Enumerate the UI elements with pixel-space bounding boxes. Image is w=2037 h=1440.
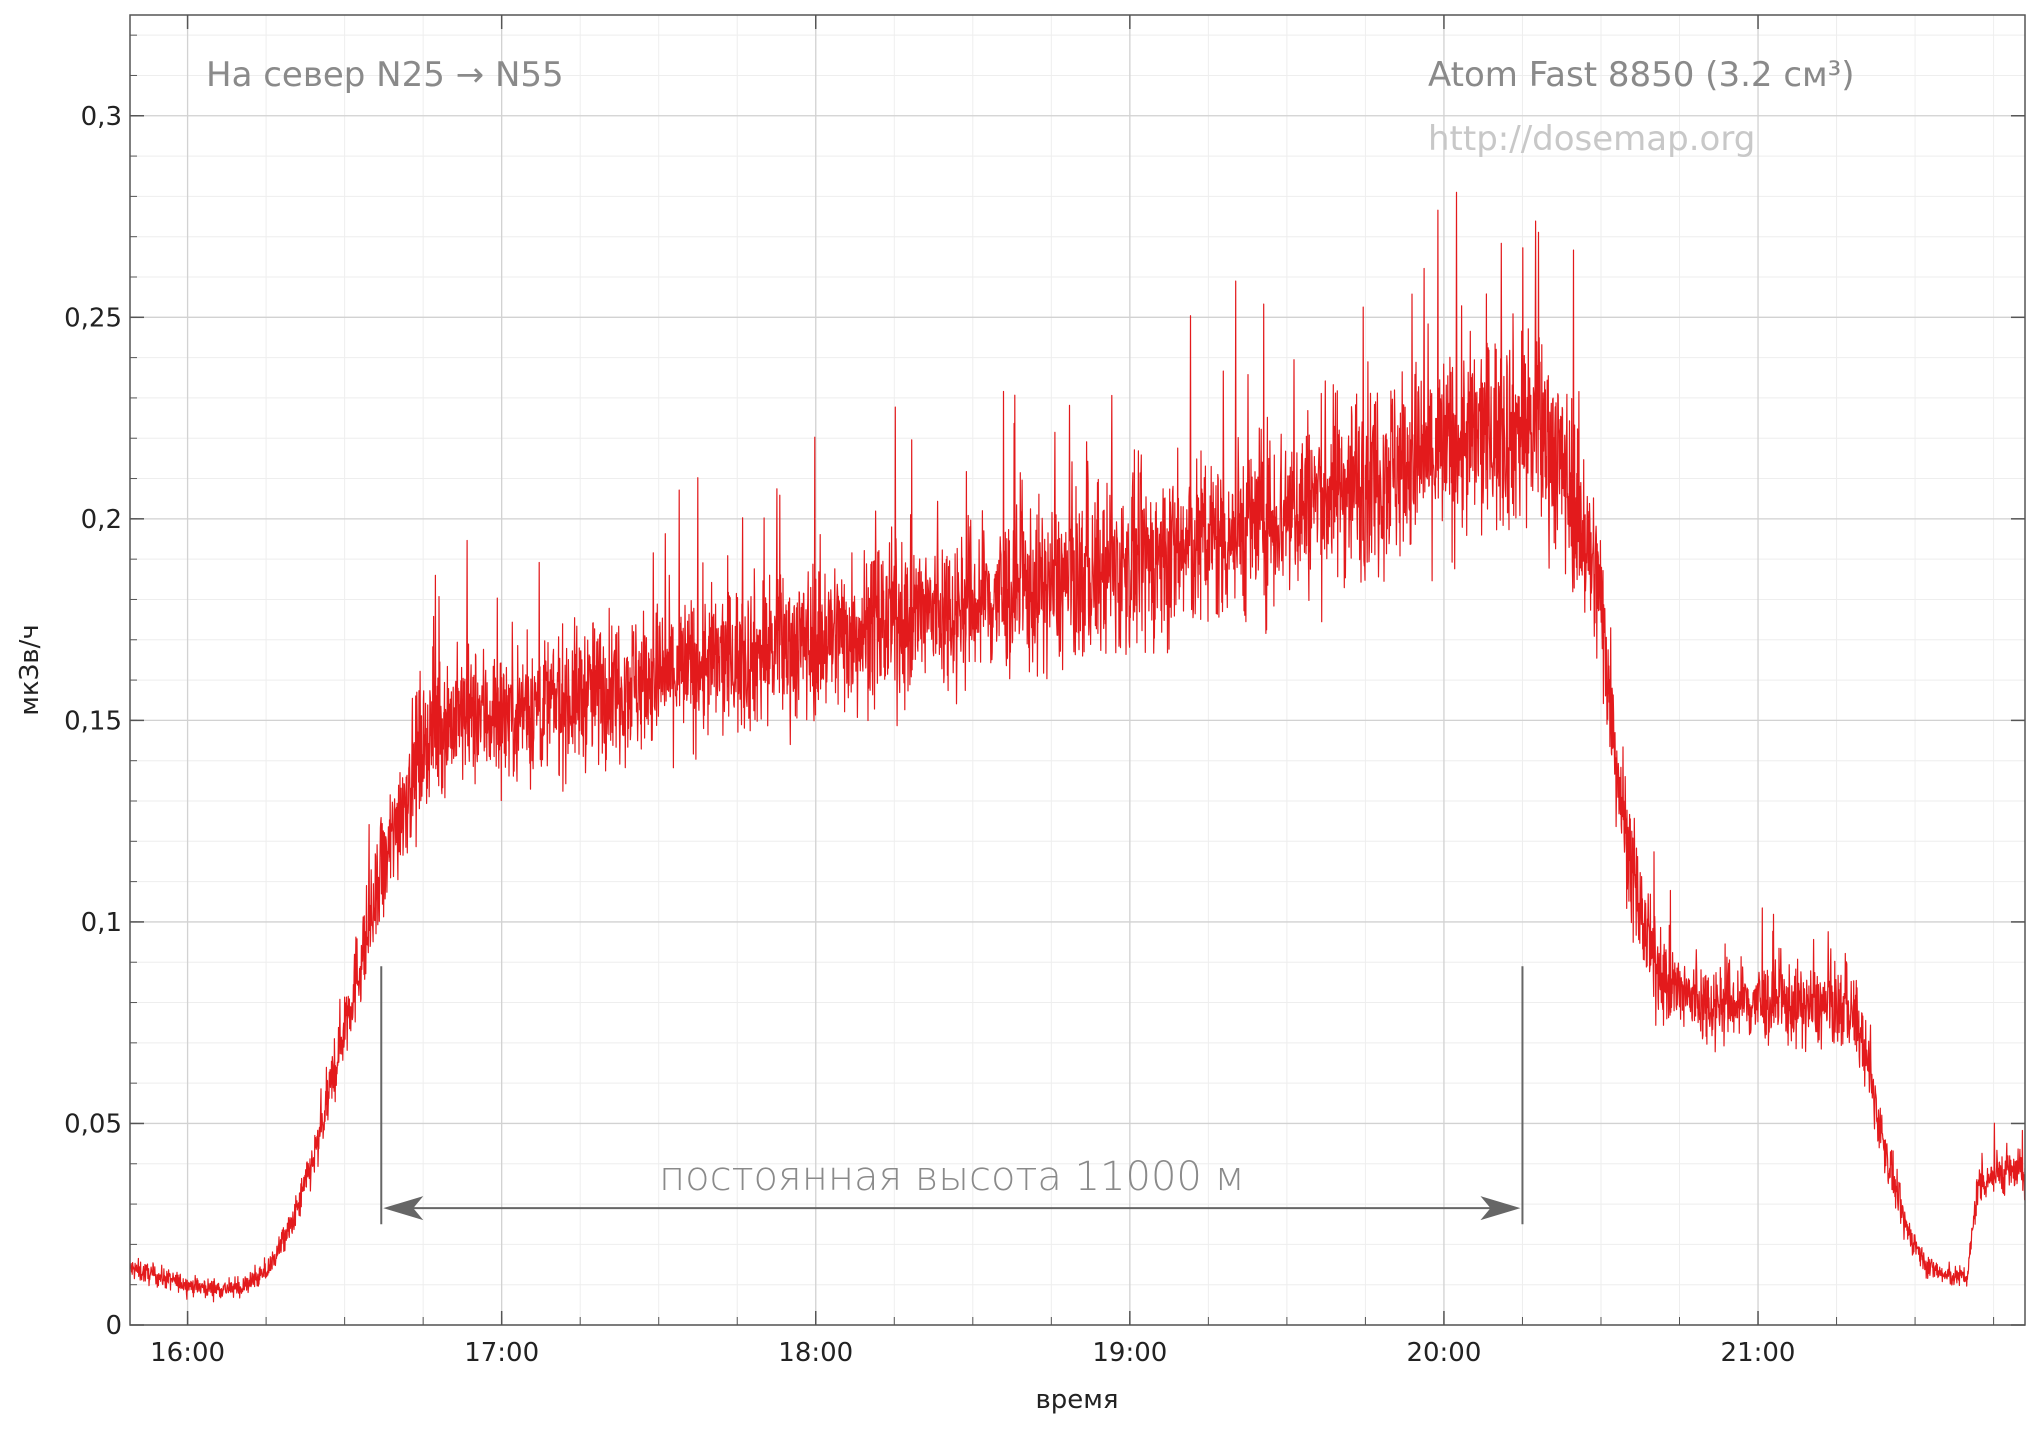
grid-lines — [130, 15, 2025, 1326]
y-tick-label: 0,3 — [81, 102, 122, 132]
y-tick-label: 0 — [105, 1311, 122, 1341]
x-tick-label: 18:00 — [778, 1338, 853, 1368]
y-tick-label: 0,25 — [64, 303, 122, 333]
plot-frame — [129, 14, 2026, 1326]
x-axis-label: время — [1035, 1385, 1118, 1415]
dose-rate-series-line — [130, 191, 2025, 1303]
y-tick-label: 0,05 — [64, 1109, 122, 1139]
annotation-label: постоянная высота 11000 м — [659, 1154, 1245, 1200]
x-tick-labels: 16:00 17:00 18:00 19:00 20:00 21:00 — [150, 1338, 1795, 1368]
y-tick-labels: 0 0,05 0,1 0,15 0,2 0,25 0,3 — [64, 102, 122, 1341]
annotation-arrow-right-head — [1480, 1196, 1521, 1221]
y-tick-label: 0,15 — [64, 706, 122, 736]
annotation-arrow-left-head — [383, 1196, 424, 1221]
altitude-annotation: постоянная высота 11000 м — [380, 966, 1524, 1225]
x-tick-label: 20:00 — [1406, 1338, 1481, 1368]
axis-ticks — [130, 15, 2025, 1326]
x-tick-label: 16:00 — [150, 1338, 225, 1368]
watermark-url: http://dosemap.org — [1428, 119, 1755, 159]
chart-title-left: На север N25 → N55 — [206, 55, 564, 95]
y-tick-label: 0,2 — [81, 505, 122, 535]
x-tick-label: 19:00 — [1092, 1338, 1167, 1368]
y-axis-label: мкЗв/ч — [15, 624, 45, 715]
x-tick-label: 17:00 — [464, 1338, 539, 1368]
chart-title-right: Atom Fast 8850 (3.2 см³) — [1428, 55, 1855, 95]
x-tick-label: 21:00 — [1721, 1338, 1796, 1368]
y-tick-label: 0,1 — [81, 908, 122, 938]
series-layer — [130, 191, 2025, 1303]
